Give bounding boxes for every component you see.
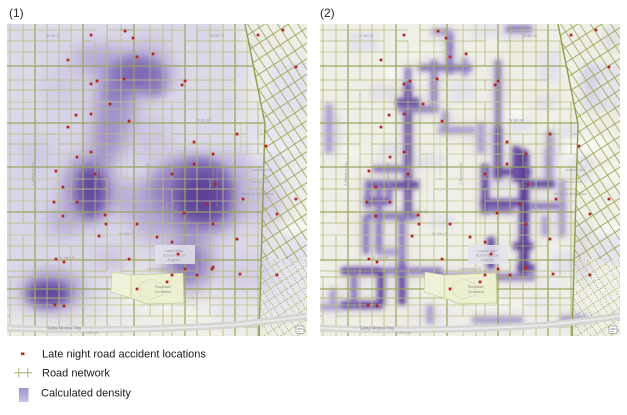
svg-text:Road network: Road network: [42, 368, 110, 380]
svg-text:Calculated density: Calculated density: [41, 388, 131, 400]
svg-text:(1): (1): [9, 6, 24, 20]
svg-text:Late night road accident locat: Late night road accident locations: [42, 349, 206, 361]
svg-text:(2): (2): [320, 6, 335, 20]
